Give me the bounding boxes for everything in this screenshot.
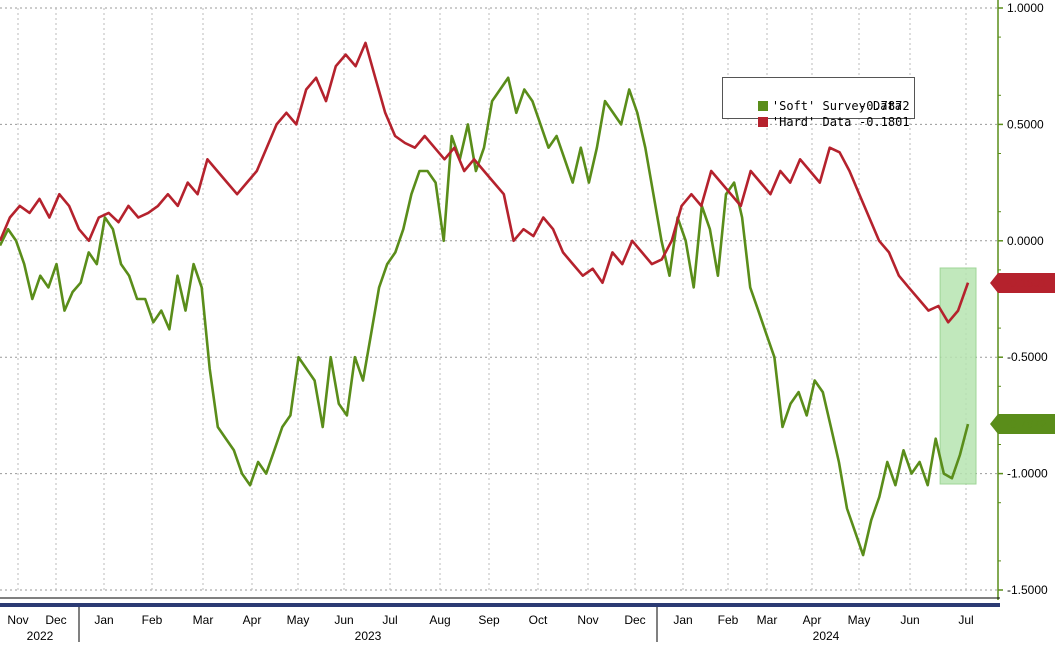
x-tick-label: Nov [7,613,28,627]
y-axis: 1.0000 0.5000 0.0000 -0.5000 -1.0000 -1.5000 [997,0,1048,600]
x-tick-label: Jan [673,613,692,627]
y-tick-label: 1.0000 [1007,1,1044,15]
x-tick-label: Feb [718,613,739,627]
x-tick-label: Apr [803,613,822,627]
x-tick-label: Sep [478,613,500,627]
x-tick-label: Jun [334,613,353,627]
legend-item-soft: 'Soft' Survey Data -0.7872 [729,82,910,113]
value-tag-hard: -0.1801 [990,272,1055,293]
x-tick-label: May [287,613,310,627]
y-tick-label: 0.0000 [1007,234,1044,248]
x-tick-label: Dec [624,613,645,627]
highlight-region [939,267,977,485]
x-tick-label: Nov [577,613,598,627]
legend-swatch-hard [757,117,768,127]
x-tick-label: Dec [45,613,66,627]
x-axis: Nov Dec Jan Feb Mar Apr May Jun Jul Aug Sep Oct Nov D… [0,597,1000,643]
legend-item-hard: 'Hard' Data -0.1801 [729,98,910,129]
x-year-label: 2022 [27,629,54,643]
legend-value-soft: -0.7872 [859,99,910,113]
x-tick-label: Mar [193,613,214,627]
x-tick-label: Jul [382,613,397,627]
y-tick-label: 0.5000 [1007,117,1044,131]
x-tick-label: Apr [243,613,262,627]
legend-label-soft: 'Soft' Survey Data [771,99,902,113]
legend-label-hard: 'Hard' Data [771,115,852,129]
x-year-label: 2023 [355,629,382,643]
x-tick-label: Oct [529,613,548,627]
x-tick-label: Jul [958,613,973,627]
x-tick-label: Feb [142,613,163,627]
series-line-soft [0,76,970,557]
legend-swatch-soft [757,101,768,111]
y-tick-label: -1.0000 [1007,467,1048,481]
x-tick-label: Aug [429,613,450,627]
x-year-label: 2024 [813,629,840,643]
series-lines [0,41,970,557]
legend: 'Soft' Survey Data -0.7872 'Hard' Data -0.… [722,77,915,129]
x-tick-label: May [848,613,871,627]
y-tick-label: -1.5000 [1007,583,1048,597]
y-tick-label: -0.5000 [1007,350,1048,364]
series-line-hard [0,41,970,324]
x-axis-bar [0,603,1000,607]
legend-value-hard: -0.1801 [859,115,910,129]
x-tick-label: Jan [94,613,113,627]
value-tag-soft: -0.7872 [990,414,1055,435]
x-tick-label: Jun [900,613,919,627]
x-tick-label: Mar [757,613,778,627]
